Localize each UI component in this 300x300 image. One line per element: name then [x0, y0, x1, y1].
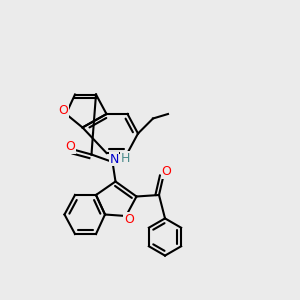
Text: O: O: [124, 213, 134, 226]
Text: H: H: [120, 152, 130, 165]
Text: O: O: [66, 140, 75, 153]
Text: N: N: [109, 152, 119, 166]
Text: O: O: [58, 104, 68, 118]
Text: O: O: [162, 165, 171, 178]
